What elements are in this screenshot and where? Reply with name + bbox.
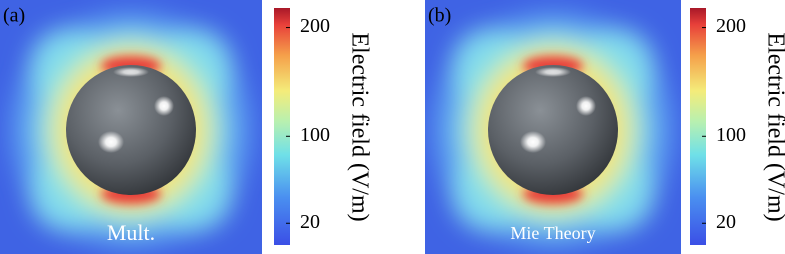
panel-caption: Mie Theory [510,223,595,243]
colorbar [690,8,706,245]
highlight [98,131,124,153]
colorbar-tick-label: 100 [716,124,746,146]
field-map [425,0,681,254]
colorbar-tick-label: 20 [300,211,320,233]
colorbar-tick-label: 200 [300,15,330,37]
panel: (a) Mult. 20 100 200 Electric field (V/m) [0,0,373,254]
field-map [0,0,262,254]
colorbar [274,8,290,245]
panel-label: (a) [3,5,25,27]
highlight [576,96,596,116]
panel: (b) Mie Theory 20 100 200 Electric field (V/m… [425,0,785,254]
highlight [535,67,571,77]
colorbar-title: Electric field (V/m) [346,32,372,221]
colorbar-tick-label: 200 [716,15,746,37]
colorbar-title: Electric field (V/m) [762,32,785,221]
highlight [154,96,174,116]
colorbar-tick-label: 100 [300,124,330,146]
highlight [113,67,149,77]
colorbar-tick-label: 20 [716,211,736,233]
panel-caption: Mult. [107,220,155,245]
highlight [520,131,546,153]
sphere [488,65,618,195]
panel-label: (b) [428,5,451,27]
sphere [66,65,196,195]
